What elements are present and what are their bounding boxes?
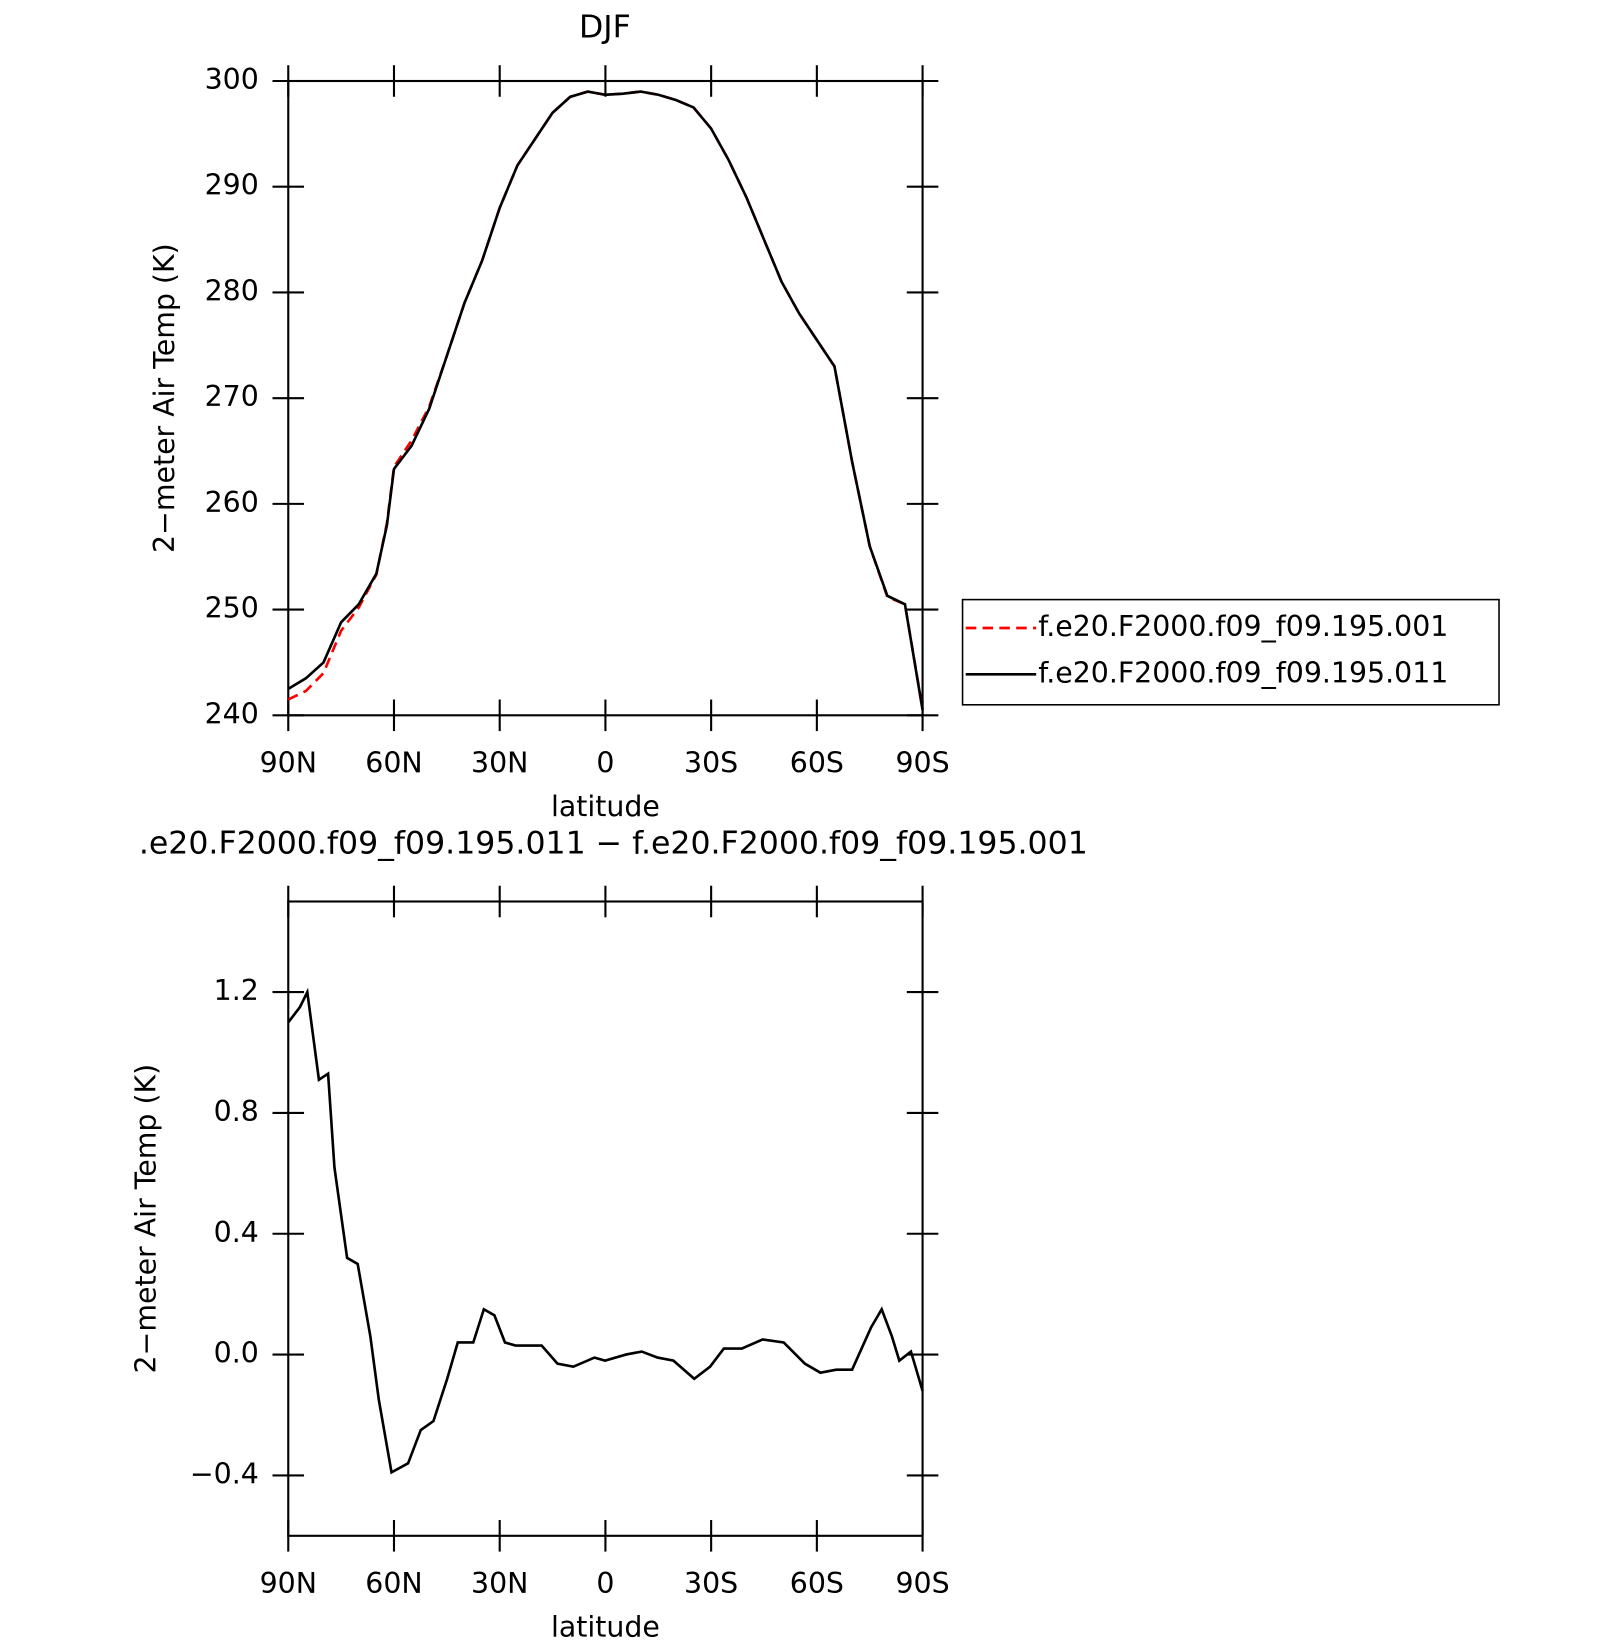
y-tick-label: 250 [205, 592, 259, 625]
y-tick-label: 0.4 [214, 1216, 259, 1249]
x-tick-label: 60S [790, 747, 844, 780]
x-tick-label: 0 [596, 1567, 614, 1600]
x-axis-label: latitude [551, 790, 660, 823]
legend-label: f.e20.F2000.f09_f09.195.011 [1038, 656, 1448, 689]
y-tick-label: 0.0 [214, 1337, 259, 1370]
y-tick-label: 260 [205, 486, 259, 519]
x-tick-label: 90S [895, 747, 949, 780]
x-tick-label: 30S [684, 1567, 738, 1600]
x-tick-label: 60S [790, 1567, 844, 1600]
y-tick-label: 240 [205, 697, 259, 730]
x-tick-label: 90S [895, 1567, 949, 1600]
y-tick-label: 290 [205, 169, 259, 202]
y-axis-label: 2−meter Air Temp (K) [148, 243, 181, 553]
x-tick-label: 30S [684, 747, 738, 780]
x-tick-label: 0 [596, 747, 614, 780]
y-tick-label: 280 [205, 274, 259, 307]
y-axis-label: 2−meter Air Temp (K) [129, 1064, 162, 1374]
plot-frame [287, 79, 924, 717]
chart-title: .e20.F2000.f09_f09.195.011 − f.e20.F2000… [139, 826, 1088, 862]
data-line [287, 90, 924, 710]
y-tick-label: −0.4 [190, 1457, 259, 1490]
x-tick-label: 90N [260, 1567, 317, 1600]
x-tick-label: 30N [471, 1567, 528, 1600]
x-tick-label: 90N [260, 747, 317, 780]
y-tick-label: 300 [205, 63, 259, 96]
x-axis-label: latitude [551, 1610, 660, 1641]
data-line [287, 90, 924, 711]
legend-box [961, 598, 1500, 706]
data-line [287, 987, 924, 1475]
legend-label: f.e20.F2000.f09_f09.195.001 [1038, 610, 1448, 643]
plot-frame [287, 900, 924, 1537]
y-tick-label: 0.8 [214, 1095, 259, 1128]
chart-title: DJF [579, 9, 631, 45]
y-tick-label: 270 [205, 380, 259, 413]
x-tick-label: 60N [365, 747, 422, 780]
x-tick-label: 60N [365, 1567, 422, 1600]
y-tick-label: 1.2 [214, 974, 259, 1007]
x-tick-label: 30N [471, 747, 528, 780]
